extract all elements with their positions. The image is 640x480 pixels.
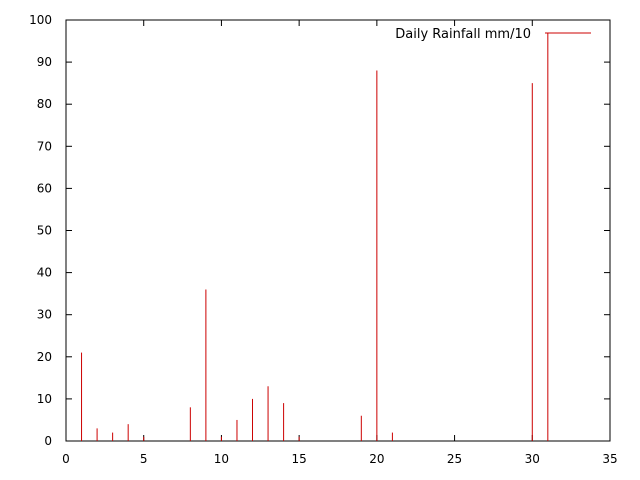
plot-frame	[65, 19, 611, 442]
y-tick-label: 70	[37, 139, 52, 153]
y-tick-label: 10	[37, 392, 52, 406]
y-tick-label: 90	[37, 55, 52, 69]
y-tick-label: 50	[37, 224, 52, 238]
x-tick-label: 15	[292, 452, 307, 466]
legend-label: Daily Rainfall mm/10	[395, 27, 531, 42]
x-tick-label: 25	[447, 452, 462, 466]
x-tick-label: 10	[214, 452, 229, 466]
rainfall-impulses	[81, 32, 549, 441]
x-tick-label: 35	[602, 452, 617, 466]
x-tick-label: 0	[62, 452, 70, 466]
x-tick-label: 30	[525, 452, 540, 466]
y-tick-label: 40	[37, 266, 52, 280]
y-tick-label: 100	[29, 13, 52, 27]
y-tick-label: 20	[37, 350, 52, 364]
y-tick-label: 80	[37, 97, 52, 111]
legend: Daily Rainfall mm/10	[395, 27, 591, 42]
x-tick-label: 5	[140, 452, 148, 466]
axis-ticks: 0 5 10 15 20 25 30 35 0 10 20 30 40 50 60 70 80 90 100	[29, 13, 618, 466]
y-tick-label: 30	[37, 308, 52, 322]
y-tick-label: 60	[37, 181, 52, 195]
x-tick-label: 20	[369, 452, 384, 466]
y-tick-label: 0	[44, 434, 52, 448]
